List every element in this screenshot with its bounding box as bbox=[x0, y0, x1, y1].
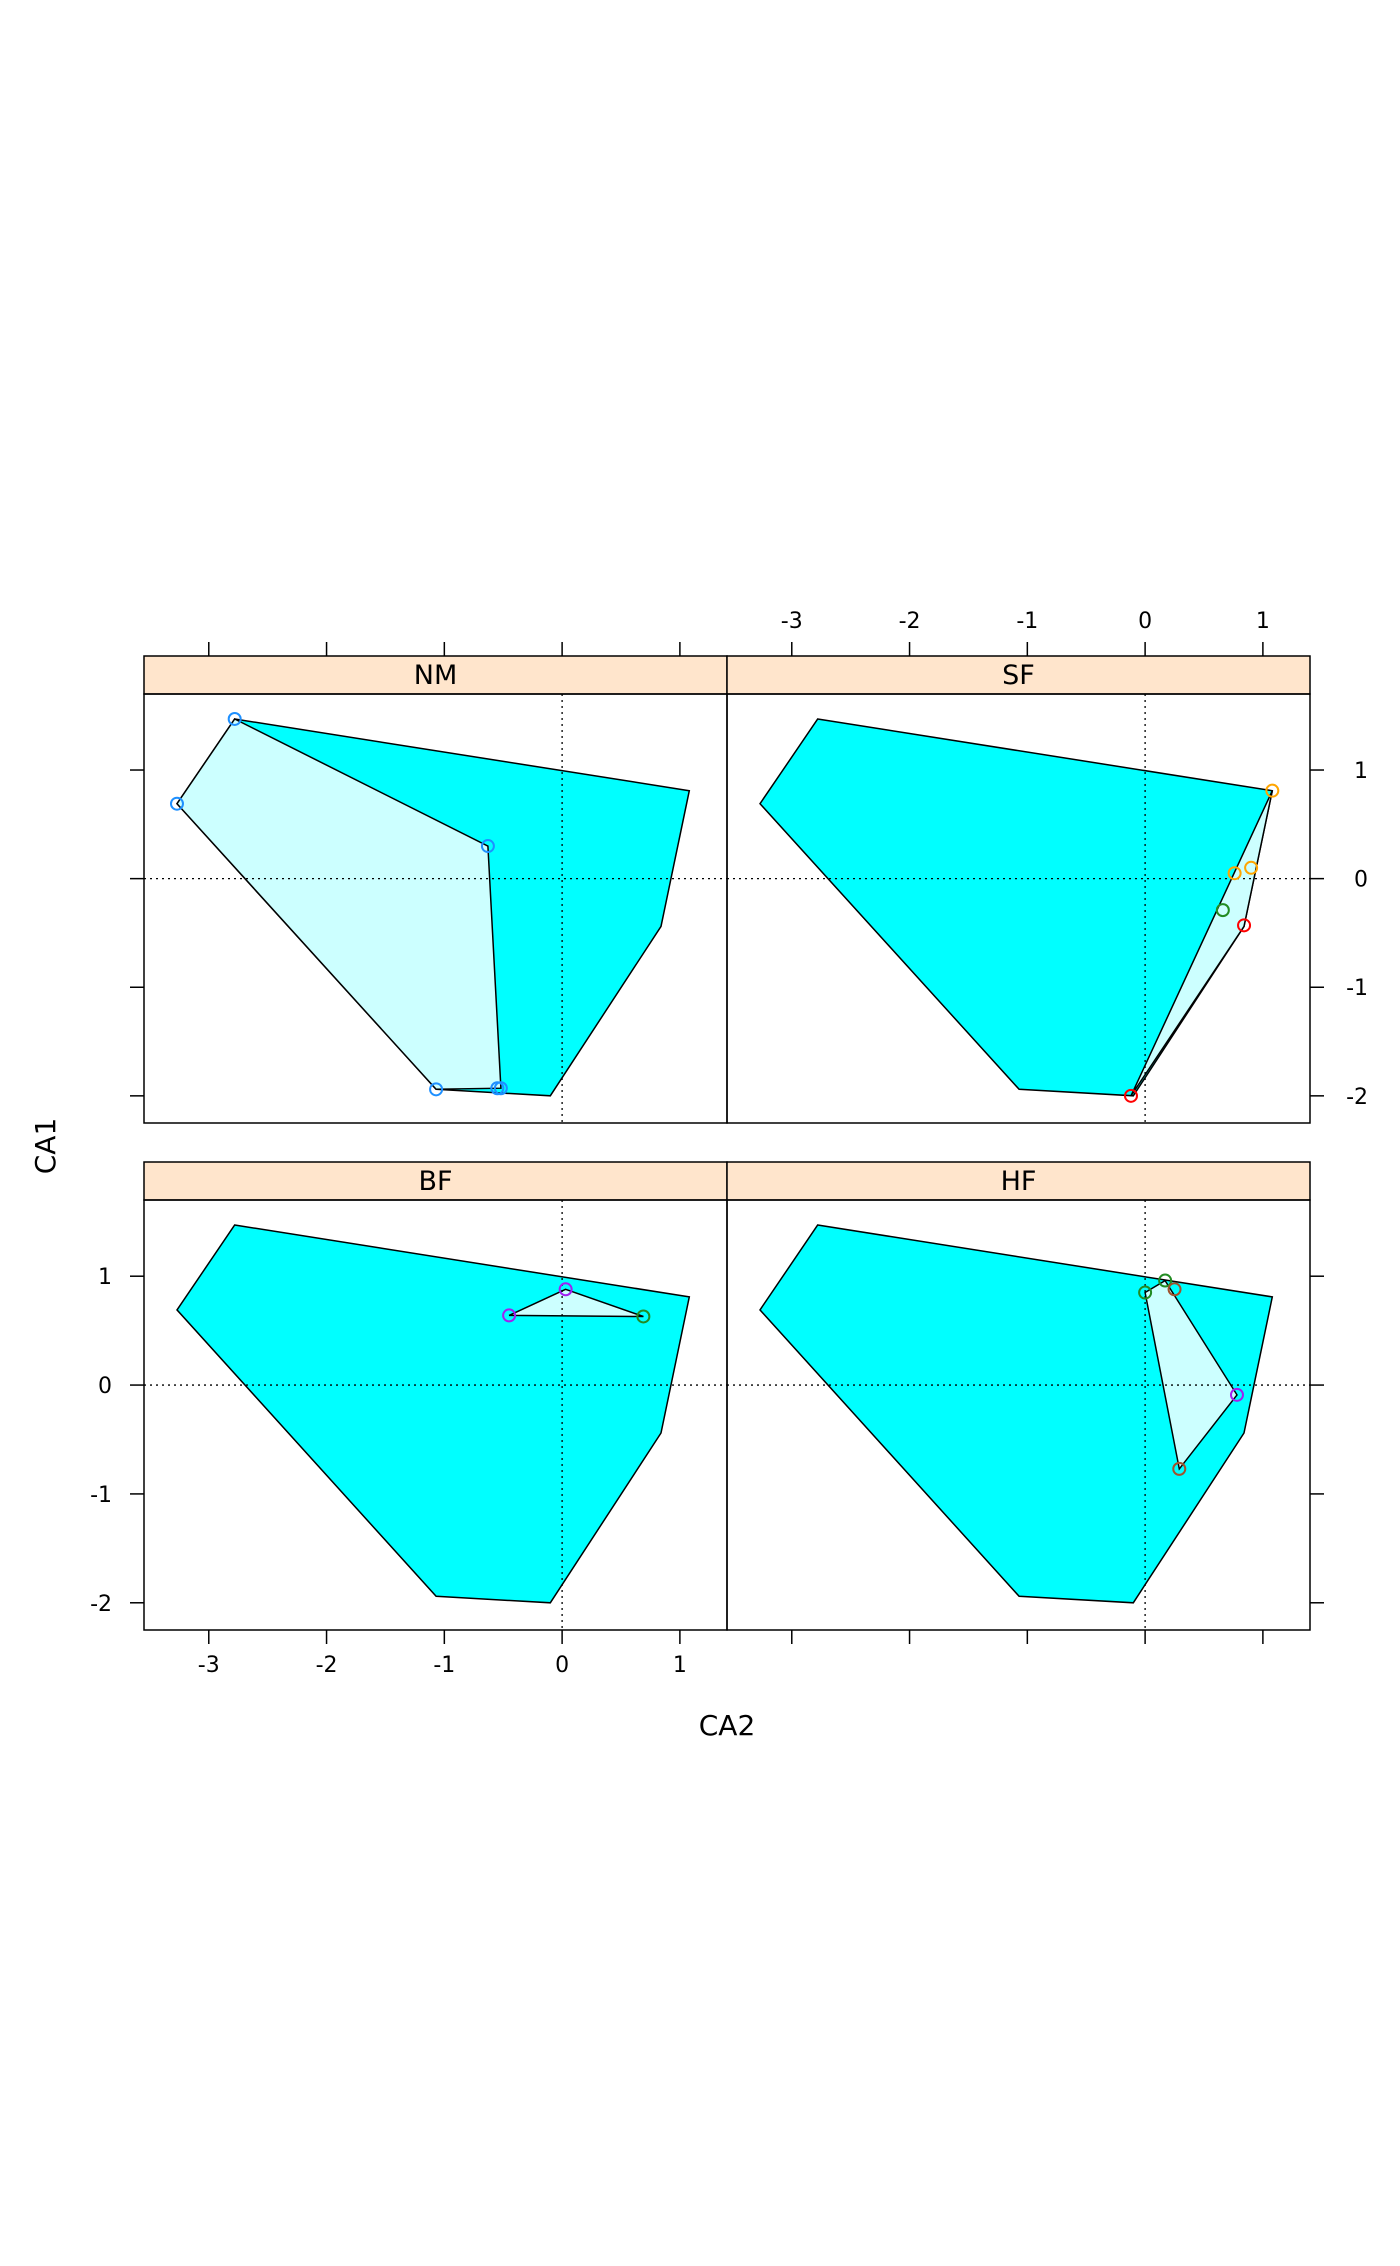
strip-label-bf: BF bbox=[418, 1166, 452, 1197]
point-hf-4 bbox=[1229, 1387, 1244, 1402]
panel-border-sf bbox=[726, 693, 1311, 1124]
y-tick-label-right: -2 bbox=[1346, 1085, 1368, 1110]
y-tick-label-left: 0 bbox=[98, 1374, 112, 1399]
point-sf-5 bbox=[1237, 918, 1252, 933]
x-axis-label: CA2 bbox=[699, 1709, 756, 1742]
point-nm-3 bbox=[480, 839, 495, 854]
x-tick-label-bottom: -1 bbox=[433, 1653, 455, 1678]
x-tick-label-top: 0 bbox=[1138, 609, 1152, 634]
strip-label-nm: NM bbox=[414, 660, 458, 691]
point-hf-3 bbox=[1167, 1282, 1182, 1297]
point-sf-4 bbox=[1215, 903, 1230, 918]
point-bf-1 bbox=[558, 1282, 573, 1297]
point-hf-2 bbox=[1158, 1273, 1173, 1288]
panel-border-hf bbox=[726, 1199, 1311, 1631]
point-sf-6 bbox=[1123, 1088, 1138, 1103]
y-tick-label-left: -2 bbox=[90, 1592, 112, 1617]
point-sf-2 bbox=[1244, 860, 1259, 875]
strip-bf bbox=[143, 1161, 728, 1201]
strip-label-sf: SF bbox=[1002, 660, 1035, 691]
x-tick-label-bottom: -2 bbox=[316, 1653, 338, 1678]
outer-hull-sf bbox=[759, 718, 1274, 1097]
x-tick-label-bottom: 1 bbox=[673, 1653, 687, 1678]
point-hf-5 bbox=[1172, 1461, 1187, 1476]
y-tick-label-right: 1 bbox=[1354, 759, 1368, 784]
y-tick-label-right: 0 bbox=[1354, 868, 1368, 893]
hull-nm bbox=[176, 718, 502, 1091]
point-nm-4 bbox=[429, 1082, 444, 1097]
point-sf-1 bbox=[1265, 783, 1280, 798]
point-nm-1 bbox=[227, 711, 242, 726]
x-tick-label-top: -1 bbox=[1016, 609, 1038, 634]
x-tick-label-top: -2 bbox=[899, 609, 921, 634]
point-nm-6 bbox=[493, 1081, 508, 1096]
x-tick-label-top: -3 bbox=[781, 609, 803, 634]
strip-sf bbox=[726, 655, 1311, 695]
point-bf-2 bbox=[502, 1308, 517, 1323]
hull-hf bbox=[1144, 1279, 1238, 1471]
x-tick-label-top: 1 bbox=[1256, 609, 1270, 634]
outer-hull-hf bbox=[759, 1224, 1274, 1604]
point-hf-1 bbox=[1138, 1285, 1153, 1300]
strip-label-hf: HF bbox=[1001, 1166, 1037, 1197]
point-bf-3 bbox=[636, 1309, 651, 1324]
strip-nm bbox=[143, 655, 728, 695]
x-tick-label-bottom: -3 bbox=[198, 1653, 220, 1678]
x-tick-label-bottom: 0 bbox=[555, 1653, 569, 1678]
y-tick-label-left: 1 bbox=[98, 1265, 112, 1290]
point-nm-2 bbox=[169, 796, 184, 811]
y-axis-label: CA1 bbox=[29, 1118, 62, 1175]
y-tick-label-right: -1 bbox=[1346, 976, 1368, 1001]
hull-bf bbox=[508, 1288, 644, 1318]
y-tick-label-left: -1 bbox=[90, 1483, 112, 1508]
point-sf-3 bbox=[1227, 866, 1242, 881]
outer-hull-bf bbox=[176, 1224, 691, 1604]
